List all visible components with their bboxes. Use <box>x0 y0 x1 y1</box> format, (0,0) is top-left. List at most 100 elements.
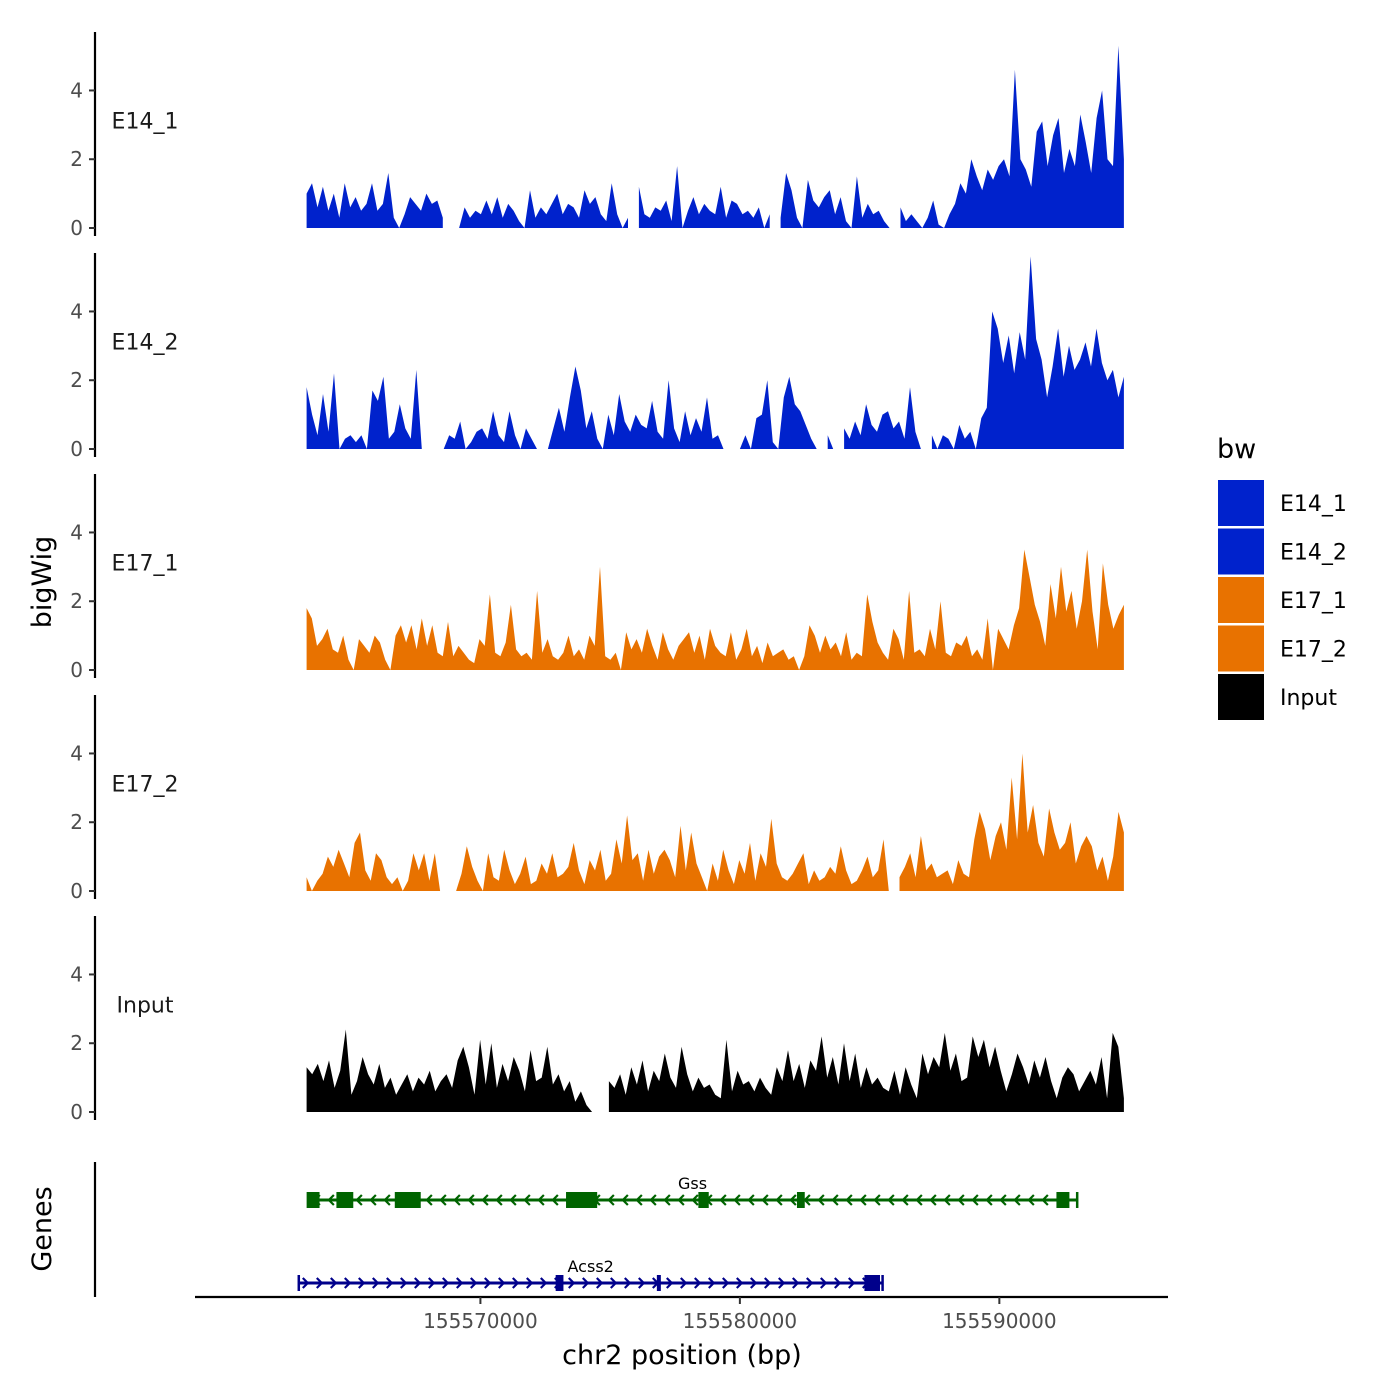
legend-swatch <box>1218 674 1264 720</box>
strand-arrow <box>568 1277 576 1289</box>
legend-swatch <box>1218 480 1264 526</box>
gene-exon <box>1056 1192 1070 1208</box>
legend-entry-e14-1: E14_1 <box>1218 480 1347 526</box>
y-tick-label: 2 <box>70 810 83 834</box>
signal-area <box>306 45 1124 228</box>
strand-arrow <box>526 1277 534 1289</box>
gene-exon <box>336 1192 354 1208</box>
track-e14-2: 0 2 4 E14_2 <box>70 253 1124 461</box>
strand-arrow <box>302 1277 310 1289</box>
track-e17-2: 0 2 4 E17_2 <box>70 695 1124 903</box>
strand-arrow <box>971 1194 979 1206</box>
strand-arrow <box>915 1194 923 1206</box>
strand-arrow <box>470 1277 478 1289</box>
strand-arrow <box>467 1194 475 1206</box>
strand-arrow <box>540 1277 548 1289</box>
strand-arrow <box>859 1194 867 1206</box>
genes-axis-title: Genes <box>27 1186 58 1271</box>
gene-gss: Gss <box>306 1174 1079 1208</box>
track-e17-1: 0 2 4 E17_1 <box>70 474 1124 682</box>
strand-arrow <box>621 1194 629 1206</box>
strand-arrow <box>957 1194 965 1206</box>
legend-swatch <box>1218 577 1264 623</box>
y-tick-label: 0 <box>70 1100 83 1124</box>
strand-arrow <box>677 1194 685 1206</box>
gene-exon <box>864 1275 880 1291</box>
y-tick-label: 2 <box>70 589 83 613</box>
strand-arrow <box>523 1194 531 1206</box>
track-input: 0 2 4 Input <box>70 916 1124 1124</box>
y-tick-label: 4 <box>70 741 83 765</box>
strand-arrow <box>750 1277 758 1289</box>
strand-arrow <box>722 1277 730 1289</box>
strand-arrow <box>887 1194 895 1206</box>
y-axis-title: bigWig <box>27 536 58 629</box>
strand-arrow <box>442 1277 450 1289</box>
x-tick-label: 155590000 <box>942 1309 1057 1333</box>
gene-label: Gss <box>678 1174 707 1193</box>
strand-arrow <box>358 1277 366 1289</box>
legend-label: E17_1 <box>1280 589 1347 614</box>
genes-panel: Gss Acss2 <box>93 1162 1079 1297</box>
strand-arrow <box>551 1194 559 1206</box>
gene-exon <box>656 1275 661 1291</box>
strand-arrow <box>1027 1194 1035 1206</box>
y-tick-label: 2 <box>70 147 83 171</box>
legend-label: E14_2 <box>1280 541 1347 566</box>
strand-arrow <box>663 1194 671 1206</box>
track-label: Input <box>117 993 174 1018</box>
strand-arrow <box>638 1277 646 1289</box>
strand-arrow <box>383 1194 391 1206</box>
y-tick-label: 4 <box>70 962 83 986</box>
legend-label: E17_2 <box>1280 638 1347 663</box>
strand-arrow <box>845 1194 853 1206</box>
x-tick-label: 155580000 <box>683 1309 798 1333</box>
strand-arrow <box>498 1277 506 1289</box>
gene-label: Acss2 <box>568 1257 614 1276</box>
strand-arrow <box>820 1277 828 1289</box>
y-tick-label: 0 <box>70 437 83 461</box>
strand-arrow <box>817 1194 825 1206</box>
strand-arrow <box>330 1277 338 1289</box>
strand-arrow <box>481 1194 489 1206</box>
strand-arrow <box>666 1277 674 1289</box>
strand-arrow <box>369 1194 377 1206</box>
strand-arrow <box>733 1194 741 1206</box>
y-tick-label: 4 <box>70 78 83 102</box>
x-axis-title: chr2 position (bp) <box>562 1340 802 1371</box>
x-axis: 155570000 155580000 155590000 <box>195 1295 1168 1333</box>
strand-arrow <box>694 1277 702 1289</box>
strand-arrow <box>901 1194 909 1206</box>
strand-arrow <box>761 1194 769 1206</box>
strand-arrow <box>778 1277 786 1289</box>
track-e14-1: 0 2 4 E14_1 <box>70 32 1124 240</box>
strand-arrow <box>439 1194 447 1206</box>
strand-arrow <box>848 1277 856 1289</box>
signal-area <box>306 256 1124 449</box>
signal-area <box>306 1029 1124 1112</box>
strand-arrow <box>680 1277 688 1289</box>
gene-exon <box>796 1192 805 1208</box>
gene-acss2: Acss2 <box>297 1257 884 1291</box>
track-label: E14_2 <box>112 330 179 355</box>
legend-entry-e17-2: E17_2 <box>1218 625 1347 672</box>
strand-arrow <box>708 1277 716 1289</box>
y-tick-label: 0 <box>70 879 83 903</box>
legend-label: Input <box>1280 686 1337 711</box>
strand-arrow <box>792 1277 800 1289</box>
strand-arrow <box>943 1194 951 1206</box>
x-tick-label: 155570000 <box>423 1309 538 1333</box>
y-tick-label: 4 <box>70 299 83 323</box>
legend-swatch <box>1218 528 1264 575</box>
strand-arrow <box>344 1277 352 1289</box>
strand-arrow <box>327 1194 335 1206</box>
strand-arrow <box>806 1277 814 1289</box>
strand-arrow <box>355 1194 363 1206</box>
signal-area <box>306 549 1124 670</box>
legend-swatch <box>1218 625 1264 672</box>
legend-title: bw <box>1217 434 1256 465</box>
gene-exon <box>698 1192 709 1208</box>
strand-arrow <box>414 1277 422 1289</box>
strand-arrow <box>691 1194 699 1206</box>
